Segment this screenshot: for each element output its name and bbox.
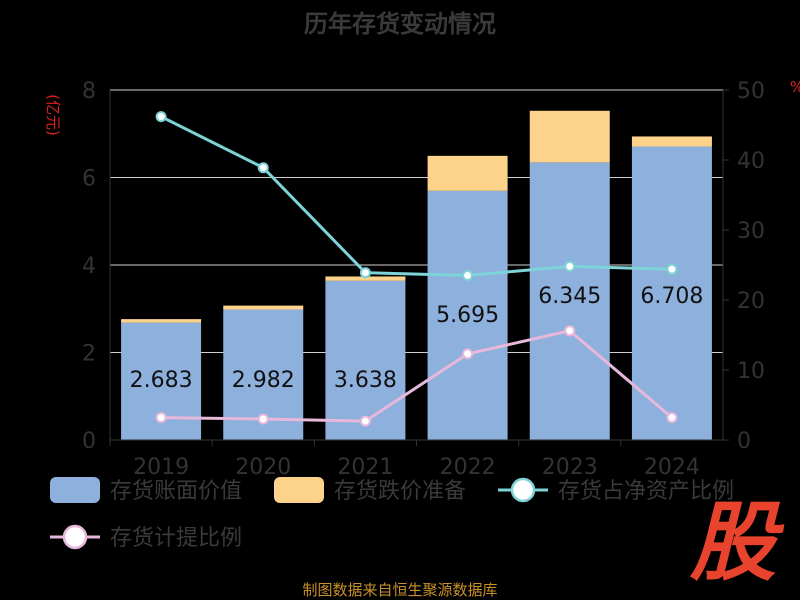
chart-title: 历年存货变动情况 — [304, 10, 496, 38]
series-line — [161, 329, 673, 423]
x-tick-label: 2019 — [133, 455, 189, 480]
bar-book-value — [427, 190, 508, 440]
bar-data-label: 3.638 — [334, 368, 397, 393]
y-right-tick-label: 20 — [737, 289, 765, 314]
bar-data-label: 5.695 — [436, 303, 499, 328]
gridlines — [110, 89, 723, 353]
y-right-tick-label: 30 — [737, 219, 765, 244]
bar-impairment-provision — [121, 319, 202, 323]
legend-label: 存货跌价准备 — [334, 479, 466, 504]
x-tick-label: 2020 — [235, 455, 291, 480]
y-right-tick-label: 50 — [737, 79, 765, 104]
x-tick-label: 2021 — [337, 455, 393, 480]
line-point — [462, 348, 474, 360]
line-point — [666, 263, 678, 275]
bar-impairment-provision — [325, 276, 406, 281]
bar-data-label: 2.982 — [232, 368, 295, 393]
line-point — [257, 413, 269, 425]
bar-impairment-provision — [631, 136, 712, 147]
bar-book-value — [529, 162, 610, 440]
x-tick-label: 2022 — [440, 455, 496, 480]
bar-data-label: 2.683 — [130, 368, 193, 393]
line-point — [462, 270, 474, 281]
line-point — [155, 412, 167, 424]
x-tick-label: 2023 — [542, 455, 598, 480]
line-point — [257, 162, 269, 174]
y-left-tick-label: 2 — [82, 342, 96, 367]
bar-impairment-provision — [427, 155, 508, 191]
y-right-tick-label: 10 — [737, 359, 765, 384]
line-point — [155, 111, 167, 123]
left-axis-unit: (亿元) — [44, 94, 62, 136]
bar-data-label: 6.708 — [640, 284, 703, 309]
y-left-tick-label: 0 — [82, 429, 96, 454]
bar-impairment-provision — [529, 110, 610, 163]
line-point — [564, 260, 576, 272]
axes: 0 2 4 6 8 0 10 20 30 40 50 2019 2020 2021 2022 2023 2024 — [82, 79, 765, 480]
legend-bar-swatch — [50, 477, 100, 503]
legend-label: 存货占净资产比例 — [558, 479, 734, 504]
data-source: 制图数据来自恒生聚源数据库 — [302, 581, 497, 599]
y-right-tick-label: 0 — [737, 429, 751, 454]
bar-book-value — [631, 146, 712, 440]
series-line — [160, 115, 672, 278]
bar-book-value — [325, 280, 406, 440]
y-left-tick-label: 6 — [82, 167, 96, 192]
line-point — [359, 267, 371, 279]
legend-marker — [62, 524, 88, 550]
line-point — [359, 415, 371, 427]
line-point — [564, 325, 576, 337]
y-left-tick-label: 4 — [82, 254, 96, 279]
x-tick-label: 2024 — [644, 455, 700, 480]
legend-bar-swatch — [274, 477, 324, 503]
bar-impairment-provision — [223, 305, 304, 310]
line-point — [666, 412, 678, 424]
lines — [155, 111, 678, 427]
y-right-tick-label: 40 — [737, 149, 765, 174]
legend-marker — [510, 477, 536, 503]
y-left-tick-label: 8 — [82, 79, 96, 104]
right-axis-unit: % — [790, 78, 800, 96]
logo-mark: 股 — [689, 493, 785, 593]
legend-label: 存货计提比例 — [110, 526, 242, 551]
legend-label: 存货账面价值 — [110, 479, 242, 504]
bar-data-label: 6.345 — [538, 284, 601, 309]
